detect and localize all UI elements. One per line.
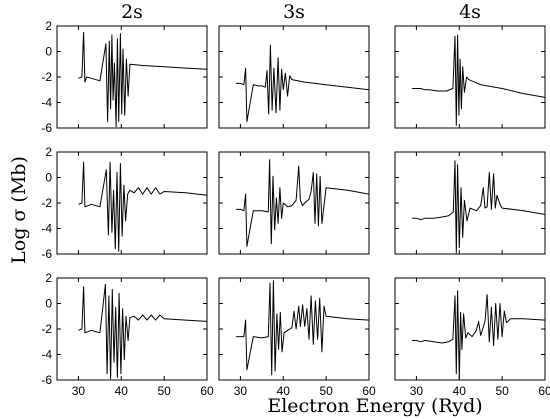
panel-r1-2s: -6 -4 -2 0 2 (41, 19, 208, 135)
series-line (236, 44, 370, 123)
series-line (412, 34, 546, 126)
column-title-2s: 2s (121, 1, 143, 23)
x-tick-label: 30 (72, 384, 86, 398)
panel-r3-2s: -6 -4 -2 0 2 30 40 50 60 (41, 271, 214, 398)
series-line (412, 290, 546, 380)
series-line (78, 31, 208, 128)
y-tick-label: -6 (41, 121, 52, 135)
y-tick-label: -2 (41, 196, 52, 210)
y-tick-label: 2 (45, 145, 52, 159)
panel-frame (218, 277, 370, 381)
x-tick-label: 50 (495, 384, 509, 398)
column-titles: 2s 3s 4s (121, 1, 481, 23)
y-tick-label: 0 (45, 171, 52, 185)
x-tick-label: 50 (157, 384, 171, 398)
series-line (236, 280, 370, 376)
y-axis-label: Log σ (Mb) (8, 156, 30, 264)
x-tick-label: 40 (115, 384, 129, 398)
x-axis-label: Electron Energy (Ryd) (267, 395, 482, 417)
x-tick-label: 30 (234, 384, 248, 398)
panel-r2-3s (218, 151, 370, 255)
x-tick-label: 60 (538, 384, 550, 398)
x-tick-label: 60 (200, 384, 214, 398)
y-tick-label: 2 (45, 19, 52, 33)
y-tick-label: -4 (41, 222, 52, 236)
panel-frame (56, 25, 208, 129)
y-tick-label: 2 (45, 271, 52, 285)
y-tick-label: 0 (45, 297, 52, 311)
y-tick-label: -2 (41, 322, 52, 336)
y-tick-label: 0 (45, 45, 52, 59)
y-tick-label: -4 (41, 96, 52, 110)
panels: -6 -4 -2 0 2 -6 -4 -2 0 2 -6 -4 -2 0 2 30 40 50 60 30 40 50 60… (41, 19, 550, 398)
y-tick-label: -2 (41, 70, 52, 84)
x-tick-label: 50 (319, 384, 333, 398)
panel-r1-3s (218, 25, 370, 129)
panel-r2-2s: -6 -4 -2 0 2 (41, 145, 208, 261)
y-tick-label: -4 (41, 348, 52, 362)
series-line (78, 161, 208, 252)
y-tick-label: -6 (41, 373, 52, 387)
panel-frame (218, 25, 370, 129)
x-tick-label: 30 (410, 384, 424, 398)
panel-r1-4s (394, 25, 546, 129)
x-tick-label: 60 (362, 384, 376, 398)
panel-r3-4s: 30 40 50 60 (394, 277, 550, 398)
series-line (412, 160, 546, 254)
x-tick-label: 40 (277, 384, 291, 398)
series-line (78, 283, 208, 380)
panel-r3-3s: 30 40 50 60 (218, 277, 376, 398)
column-title-4s: 4s (459, 1, 481, 23)
panel-r2-4s (394, 151, 546, 255)
series-line (236, 159, 370, 247)
panel-frame (56, 277, 208, 381)
panel-frame (394, 25, 546, 129)
x-tick-label: 40 (453, 384, 467, 398)
column-title-3s: 3s (283, 1, 305, 23)
panel-frame (394, 277, 546, 381)
panel-frame (56, 151, 208, 255)
y-tick-label: -6 (41, 247, 52, 261)
panel-frame (394, 151, 546, 255)
